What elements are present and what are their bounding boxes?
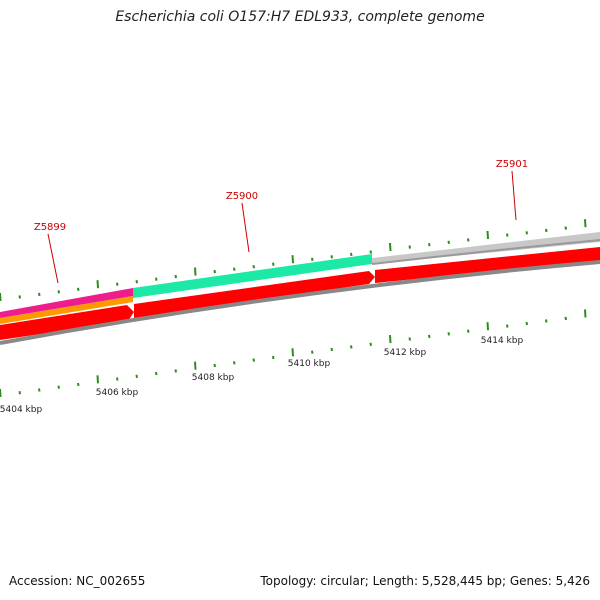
outer-rule (371, 239, 600, 265)
inner-tick-minor (369, 342, 372, 346)
outer-tick-minor (428, 243, 431, 247)
z5901-leader-line (511, 170, 517, 221)
inner-tick-minor (57, 385, 60, 389)
outer-tick-minor (311, 257, 314, 261)
inner-tick-minor (252, 358, 255, 362)
outer-tick-minor (545, 228, 548, 233)
accession-label: Accession: NC_002655 (9, 574, 146, 588)
inner-tick-minor (330, 347, 333, 352)
inner-tick-minor (77, 382, 80, 387)
z5900-leader-line (241, 202, 250, 253)
scale-label-5406: 5406 kbp (96, 388, 139, 398)
outer-tick-minor (233, 267, 236, 271)
outer-tick-minor (57, 290, 60, 294)
inner-tick-major (389, 335, 392, 344)
outer-tick-minor (447, 240, 450, 244)
inner-tick-minor (525, 321, 528, 326)
outer-tick-minor (564, 226, 567, 230)
inner-tick-minor (408, 337, 411, 341)
outer-tick-minor (213, 269, 216, 274)
inner-tick-minor (155, 371, 158, 376)
outer-tick-minor (272, 262, 275, 266)
inner-tick-major (486, 322, 489, 331)
outer-tick-minor (116, 282, 119, 286)
cds-arrow-3[interactable] (375, 247, 600, 283)
outer-tick-minor (135, 280, 138, 284)
gene-label-z5901[interactable]: Z5901 (496, 159, 528, 170)
outer-tick-minor (155, 277, 158, 281)
outer-tick-minor (525, 231, 528, 235)
inner-tick-minor (213, 363, 216, 368)
outer-tick-major (486, 230, 489, 240)
z5899-inner-band[interactable] (0, 296, 133, 324)
outer-tick-minor (38, 292, 41, 297)
outer-tick-major (194, 267, 197, 276)
inner-tick-minor (447, 332, 450, 336)
outer-tick-minor (174, 274, 177, 279)
outer-tick-minor (18, 295, 21, 299)
cds-arrow-2[interactable] (134, 271, 375, 318)
outer-tick-major (96, 280, 99, 289)
inner-tick-minor (428, 334, 431, 339)
outer-tick-minor (408, 245, 411, 249)
outer-tick-marks (0, 219, 587, 302)
z5900-track-band[interactable] (133, 254, 372, 298)
scale-label-5408: 5408 kbp (192, 373, 235, 383)
outer-tick-major (0, 292, 2, 302)
gene-label-z5899[interactable]: Z5899 (34, 222, 66, 233)
outer-tick-major (584, 219, 587, 228)
inner-tick-minor (506, 324, 509, 328)
genome-backbone (0, 260, 600, 345)
outer-tick-minor (252, 265, 255, 269)
outer-tick-major (389, 242, 392, 252)
inner-tick-minor (18, 391, 21, 395)
outer-tick-minor (350, 252, 353, 257)
inner-tick-minor (350, 345, 353, 349)
outer-tick-minor (467, 238, 470, 242)
outer-tick-minor (330, 255, 333, 259)
inner-tick-minor (135, 374, 138, 378)
scale-label-5404: 5404 kbp (0, 405, 42, 415)
inner-tick-major (96, 375, 99, 384)
z5899-leader-line (47, 233, 59, 284)
inner-tick-major (194, 361, 197, 370)
gene-label-z5900[interactable]: Z5900 (226, 191, 258, 202)
map-title: Escherichia coli O157:H7 EDL933, complet… (115, 9, 485, 25)
inner-tick-minor (564, 316, 567, 321)
inner-tick-minor (467, 329, 470, 333)
inner-tick-minor (116, 377, 119, 381)
scale-label-5410: 5410 kbp (288, 359, 331, 369)
inner-tick-minor (38, 388, 41, 392)
outer-tick-minor (77, 287, 80, 291)
inner-tick-minor (272, 355, 275, 360)
inner-tick-minor (545, 319, 548, 323)
inner-tick-major (0, 388, 2, 398)
scale-label-5412: 5412 kbp (384, 348, 427, 358)
outer-tick-major (291, 255, 294, 264)
genome-summary: Topology: circular; Length: 5,528,445 bp… (260, 574, 590, 588)
outer-tick-minor (506, 233, 509, 237)
outer-tick-minor (369, 250, 372, 254)
inner-tick-minor (311, 350, 314, 354)
scale-label-5414: 5414 kbp (481, 336, 524, 346)
inner-tick-minor (233, 361, 236, 365)
inner-tick-major (584, 309, 587, 318)
inner-tick-minor (174, 369, 177, 373)
inner-tick-major (291, 348, 294, 357)
z5901-track-band[interactable] (372, 232, 600, 264)
inner-tick-marks (0, 309, 587, 398)
z5899-track-band[interactable] (0, 288, 133, 318)
cds-arrow-1[interactable] (0, 305, 134, 340)
